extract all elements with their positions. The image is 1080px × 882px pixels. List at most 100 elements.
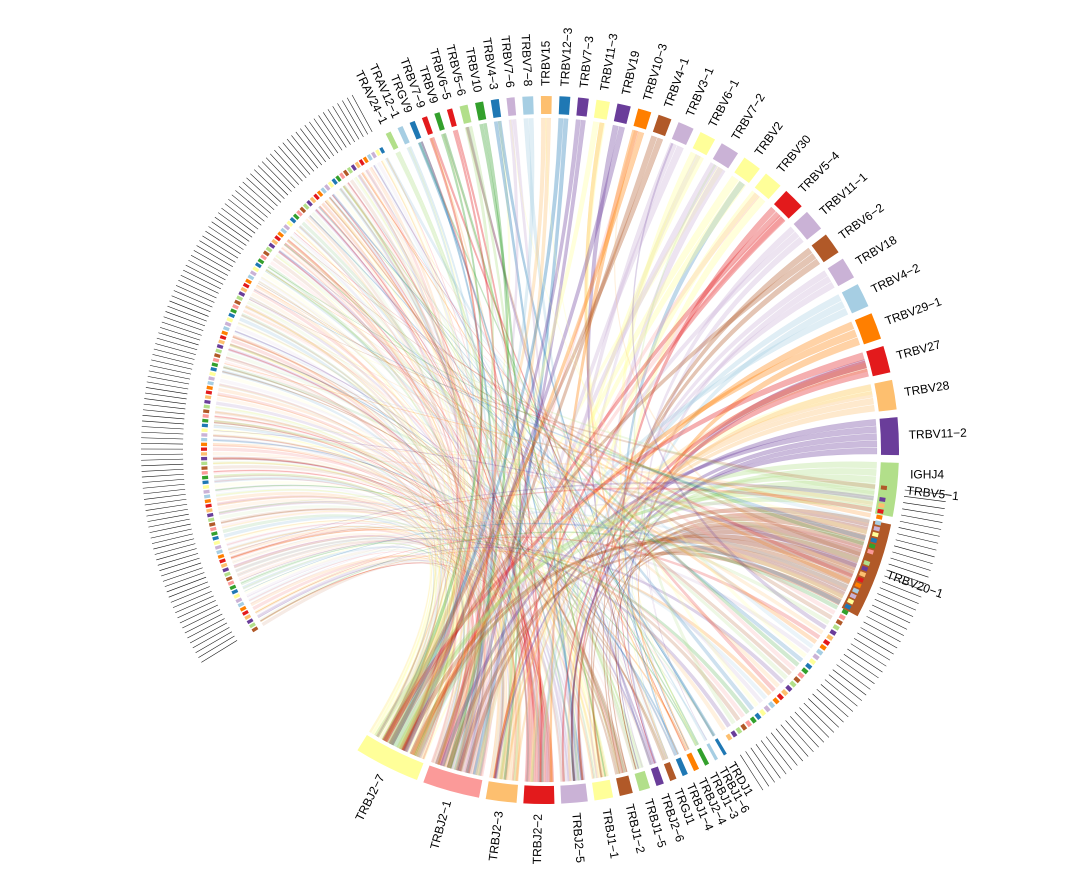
j-minor-sector — [816, 648, 824, 656]
chord-ribbon — [403, 166, 724, 752]
chord-ribbon — [606, 548, 846, 774]
v-minor-label-mark — [157, 553, 199, 566]
chord-ribbon — [215, 406, 441, 745]
v-minor-label-mark — [300, 128, 326, 163]
j-minor-label-mark — [866, 616, 904, 636]
chord-ribbon — [342, 184, 482, 769]
chord-ribbon — [465, 534, 858, 774]
v-minor-label-mark — [150, 528, 192, 539]
chord-ribbon — [298, 225, 472, 765]
v-minor-sector — [274, 235, 282, 242]
v-minor-label-mark — [238, 185, 272, 214]
chord-ribbon — [248, 551, 465, 764]
j-minor-label-mark — [850, 643, 887, 667]
v-minor-sector — [280, 227, 288, 235]
v-minor-sector — [211, 531, 218, 536]
chord-ribbon — [361, 172, 776, 692]
v-minor-sector — [201, 456, 208, 461]
v-minor-label-mark — [175, 595, 214, 613]
chord-ribbon — [577, 521, 865, 781]
v-minor-sector — [342, 169, 350, 177]
v-minor-label-mark — [342, 100, 364, 137]
v-minor-label-mark — [351, 94, 373, 133]
sector-trbv9 — [434, 112, 445, 131]
chord-ribbon — [265, 269, 851, 584]
v-minor-sector — [202, 418, 209, 423]
chord-ribbon — [253, 289, 866, 541]
sector-trav24-1 — [385, 131, 399, 150]
v-minor-label-mark — [142, 409, 185, 415]
v-minor-sector — [379, 146, 386, 154]
chord-ribbon — [234, 536, 501, 779]
chord-ribbon — [250, 292, 442, 741]
chord-ribbon — [224, 363, 872, 518]
v-minor-sector — [202, 485, 210, 489]
j-minor-sector — [854, 582, 862, 589]
chord-ribbon — [245, 305, 438, 738]
j-minor-sector — [745, 719, 753, 728]
v-minor-sector — [362, 156, 369, 164]
sector-trbv18 — [827, 258, 855, 287]
j-minor-sector — [868, 543, 876, 549]
chord-ribbon — [435, 135, 658, 765]
v-minor-label-mark — [144, 498, 187, 506]
v-minor-label-mark — [143, 489, 186, 495]
chord-ribbon — [384, 157, 715, 737]
label-ighj4: IGHJ4 — [910, 468, 944, 482]
v-minor-label-mark — [151, 533, 193, 544]
chord-ribbon — [545, 142, 677, 783]
v-minor-sector — [299, 206, 307, 214]
v-minor-sector — [201, 442, 208, 447]
chord-ribbon — [249, 296, 596, 779]
v-minor-label-mark — [211, 221, 247, 246]
v-minor-label-mark — [156, 337, 198, 351]
v-minor-sector — [235, 597, 243, 604]
sector-trbv7-2 — [712, 143, 739, 169]
chord-ribbon — [287, 239, 542, 783]
j-minor-sector — [759, 708, 767, 717]
chord-ribbon — [242, 543, 437, 737]
chord-ribbon — [370, 166, 796, 672]
v-minor-sector — [226, 317, 234, 323]
chord-ribbon — [267, 266, 875, 495]
chord-ribbon — [219, 384, 517, 781]
j-minor-sector — [797, 671, 805, 679]
chord-ribbon — [393, 485, 875, 748]
v-minor-sector — [239, 605, 247, 612]
chord-ribbon — [260, 276, 637, 770]
j-minor-sector — [875, 514, 883, 520]
chord-ribbon — [309, 215, 715, 737]
chord-ribbon — [437, 130, 498, 766]
chord-ribbon — [418, 142, 700, 745]
v-minor-label-mark — [217, 212, 253, 238]
j-minor-sector — [838, 613, 846, 621]
sector-trbv5-4 — [773, 190, 802, 219]
v-minor-sector — [201, 475, 209, 480]
chord-ribbon — [317, 205, 502, 778]
chord-ribbon — [515, 404, 875, 782]
v-minor-label-mark — [166, 576, 207, 593]
j-minor-label-mark — [897, 533, 939, 544]
sector-arcs — [201, 96, 899, 804]
chord-ribbon — [626, 359, 867, 764]
v-minor-sector — [320, 187, 327, 194]
chord-ribbon — [213, 430, 858, 568]
chord-ribbon — [255, 558, 602, 778]
chord-ribbon — [468, 125, 518, 780]
chord-ribbon — [214, 411, 519, 781]
chord-ribbon — [455, 129, 543, 783]
v-minor-sector — [254, 262, 262, 269]
chord-ribbon — [457, 551, 842, 772]
chord-ribbon — [214, 481, 621, 774]
v-minor-label-mark — [173, 290, 213, 308]
chord-ribbon — [499, 397, 875, 780]
chord-ribbon — [634, 226, 795, 751]
v-minor-label-mark — [164, 572, 205, 587]
chord-ribbon — [226, 521, 679, 755]
chord-ribbon — [237, 321, 579, 781]
v-minor-label-mark — [246, 177, 278, 207]
v-minor-sector — [302, 203, 310, 210]
v-minor-label-mark — [169, 300, 209, 317]
chord-ribbon — [398, 147, 476, 751]
v-minor-label-mark — [313, 118, 339, 154]
